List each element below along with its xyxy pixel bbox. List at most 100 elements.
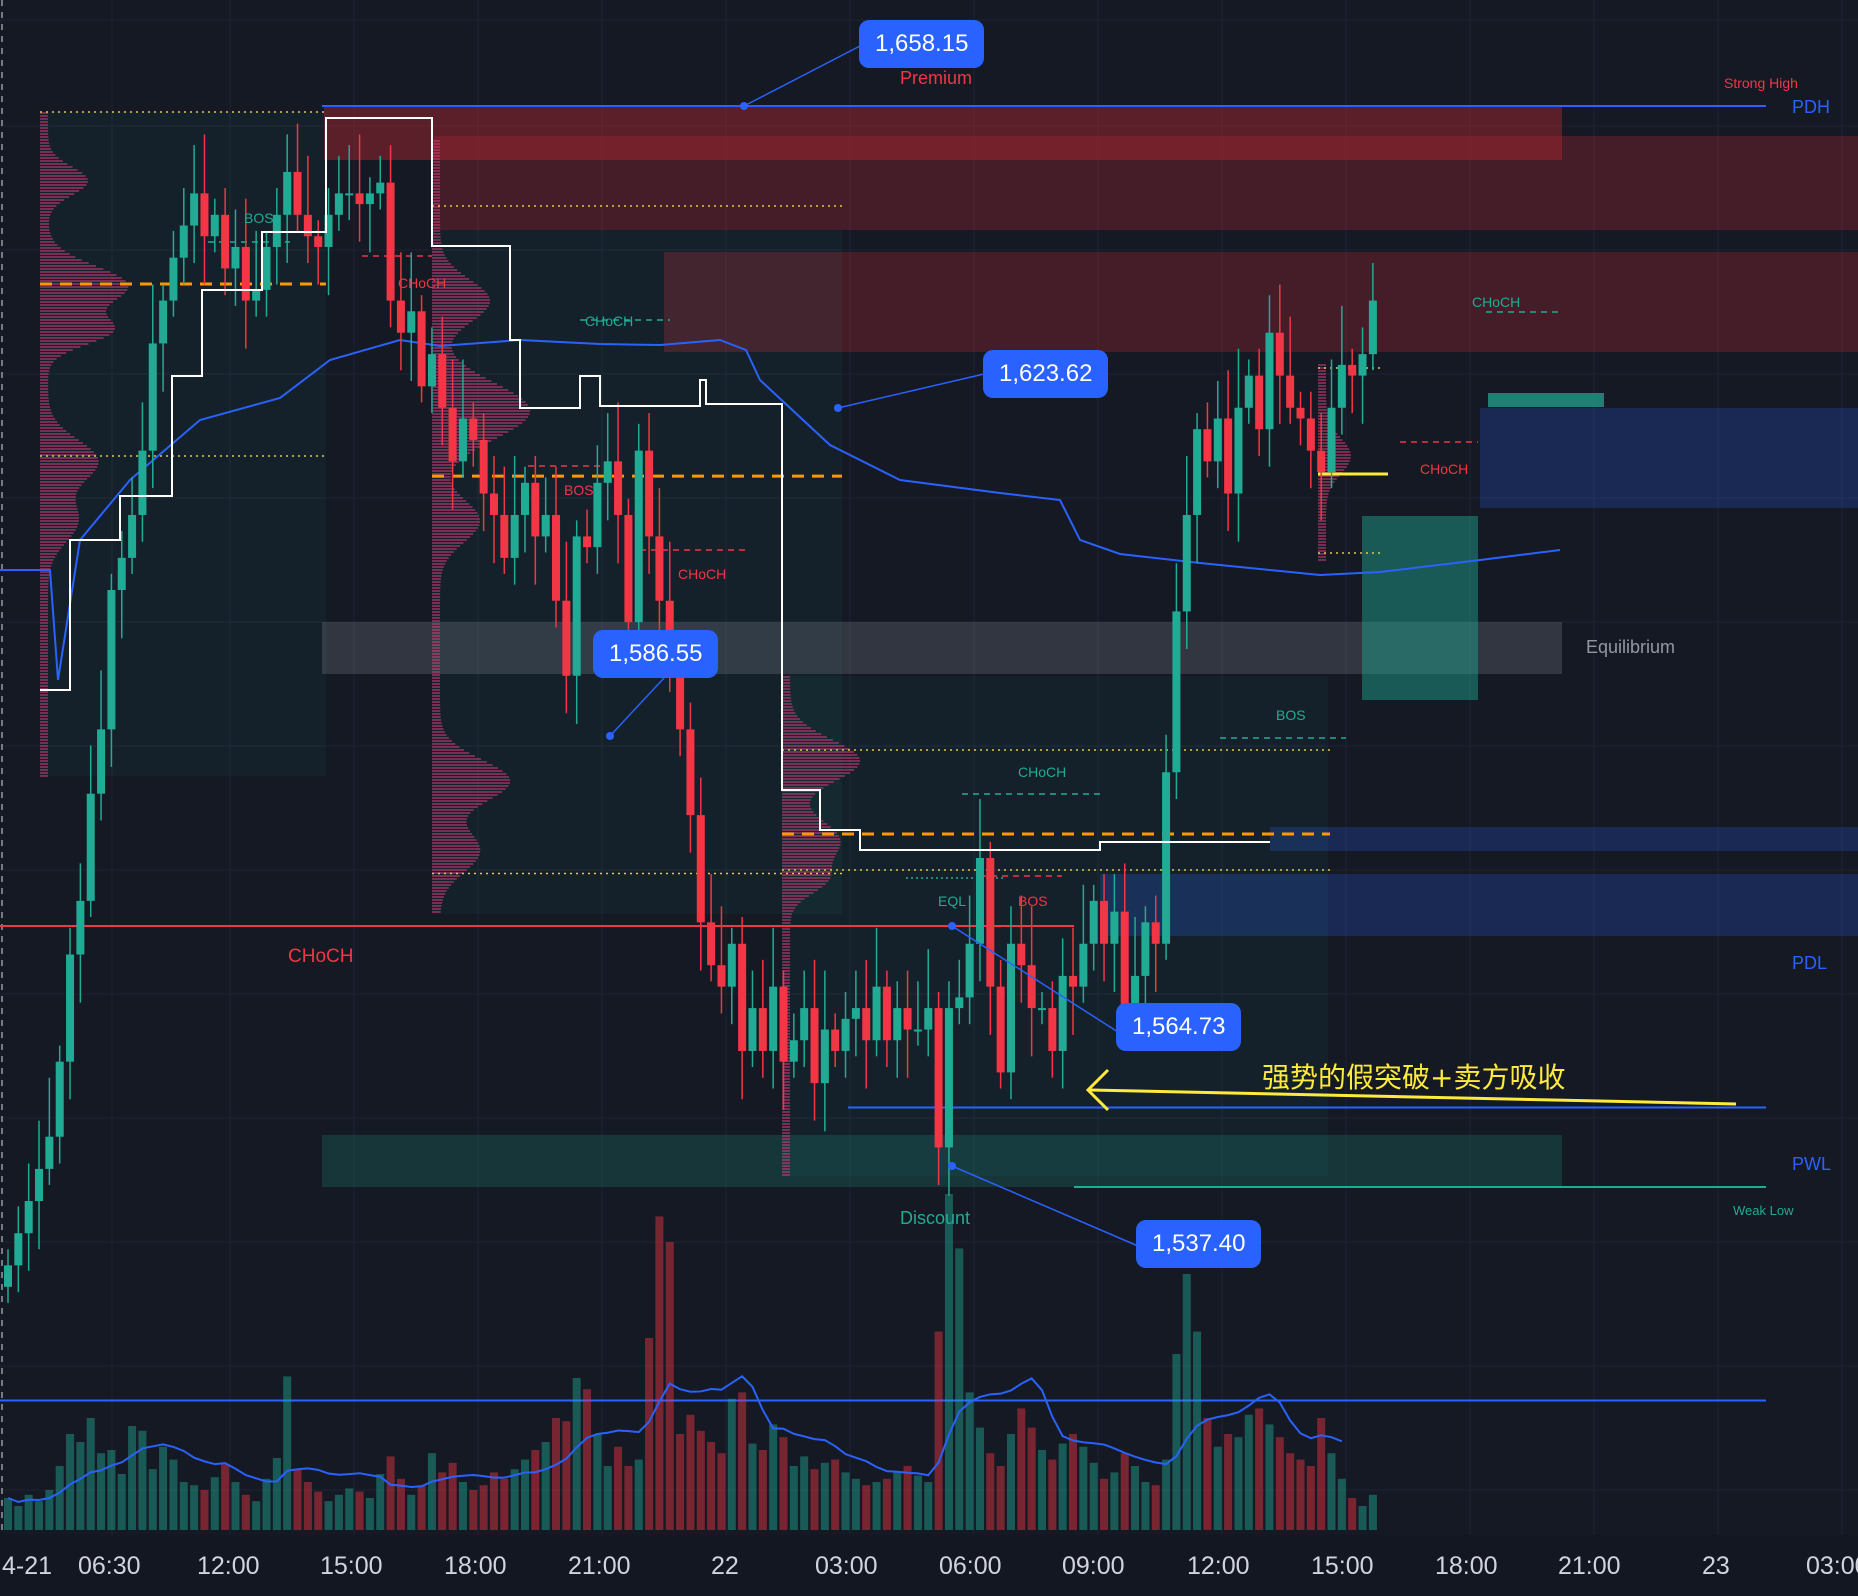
profile-bar [40, 226, 50, 228]
volume-bar [965, 1392, 974, 1530]
profile-bar [40, 355, 61, 357]
profile-bar [432, 710, 441, 712]
profile-bar [432, 560, 447, 562]
profile-bar [40, 340, 97, 342]
profile-bar [1318, 481, 1335, 483]
profile-bar [1318, 547, 1326, 549]
profile-bar [40, 532, 74, 534]
volume-bar [97, 1453, 106, 1530]
price-callout-lvn[interactable]: 1,586.55 [593, 630, 719, 678]
profile-bar [432, 761, 487, 763]
profile-bar [782, 700, 792, 702]
profile-bar [432, 869, 467, 871]
profile-bar [40, 457, 98, 459]
profile-bar [40, 358, 57, 360]
profile-bar [432, 509, 476, 511]
fvg-zone [1362, 516, 1478, 700]
profile-bar [40, 550, 60, 552]
overlays [40, 45, 1737, 1247]
candle-body [955, 997, 964, 1009]
profile-bar [1318, 550, 1326, 552]
volume-bar [1265, 1424, 1274, 1530]
price-callout-pwl[interactable]: 1,537.40 [1136, 1220, 1262, 1268]
candle-body [376, 182, 385, 194]
profile-bar [1318, 535, 1327, 537]
profile-bar [432, 212, 441, 214]
profile-bar [40, 145, 50, 147]
profile-bar [40, 190, 80, 192]
profile-bar [432, 173, 440, 175]
volume-bar [1255, 1408, 1264, 1530]
profile-bar [432, 800, 488, 802]
profile-bar [782, 751, 854, 753]
volume-bar [417, 1485, 426, 1530]
profile-bar [40, 571, 50, 573]
profile-bar [432, 578, 441, 580]
volume-bar [365, 1498, 374, 1530]
profile-bar [40, 115, 49, 117]
profile-bar [782, 970, 790, 972]
volume-bar [14, 1506, 23, 1530]
profile-bar [40, 166, 73, 168]
candle-body [35, 1168, 44, 1202]
profile-bar [432, 797, 493, 799]
price-callout-pdh[interactable]: 1,658.15 [859, 20, 985, 68]
profile-bar [40, 703, 48, 705]
profile-bar [1318, 430, 1336, 432]
profile-bar [782, 886, 823, 888]
volume-bar [893, 1472, 902, 1530]
volume-bar [4, 1498, 12, 1530]
profile-bar [40, 223, 49, 225]
pdh-label: PDH [1792, 97, 1831, 117]
profile-bar [432, 251, 444, 253]
volume-bar [303, 1482, 312, 1530]
premium-label: Premium [900, 68, 973, 88]
volume-bar [210, 1477, 219, 1530]
profile-bar [432, 521, 480, 523]
volume-bar [851, 1478, 860, 1530]
volume-bar [614, 1446, 623, 1530]
profile-bar [432, 791, 503, 793]
profile-bar [432, 755, 475, 757]
profile-bar [782, 1141, 790, 1143]
profile-bar [782, 787, 824, 789]
candle-body [303, 214, 312, 237]
profile-bar [40, 331, 114, 333]
profile-bar [40, 538, 69, 540]
price-callout-poc[interactable]: 1,623.62 [983, 350, 1109, 398]
profile-bar [1318, 415, 1328, 417]
profile-bar [40, 466, 98, 468]
volume-bar [190, 1485, 199, 1530]
profile-bar [432, 680, 441, 682]
profile-bar [1318, 514, 1327, 516]
profile-bar [40, 322, 114, 324]
profile-bar [1318, 385, 1327, 387]
profile-bar [40, 328, 115, 330]
profile-bar [432, 668, 441, 670]
volume-bar [1244, 1414, 1253, 1530]
profile-bar [432, 410, 531, 412]
volume-bar [1193, 1331, 1202, 1530]
profile-bar [432, 317, 477, 319]
profile-bar [782, 973, 790, 975]
volume-bar [1337, 1478, 1346, 1530]
volume-bar [510, 1469, 519, 1530]
profile-bar [432, 572, 442, 574]
candle-body [655, 536, 664, 601]
volume-bar [924, 1482, 933, 1530]
candle-body [179, 225, 188, 258]
candles [4, 123, 1377, 1303]
profile-bar [782, 907, 796, 909]
profile-bar [432, 332, 459, 334]
profile-bar [432, 224, 441, 226]
volume-bar [469, 1490, 478, 1530]
x-tick-label: 4-21 [2, 1552, 53, 1580]
profile-bar [40, 754, 48, 756]
structure-label: BOS [564, 482, 594, 498]
profile-bar [432, 215, 441, 217]
price-callout-pdl[interactable]: 1,564.73 [1116, 1003, 1242, 1051]
profile-bar [40, 376, 49, 378]
profile-bar [782, 808, 812, 810]
volume-bar [841, 1472, 850, 1530]
